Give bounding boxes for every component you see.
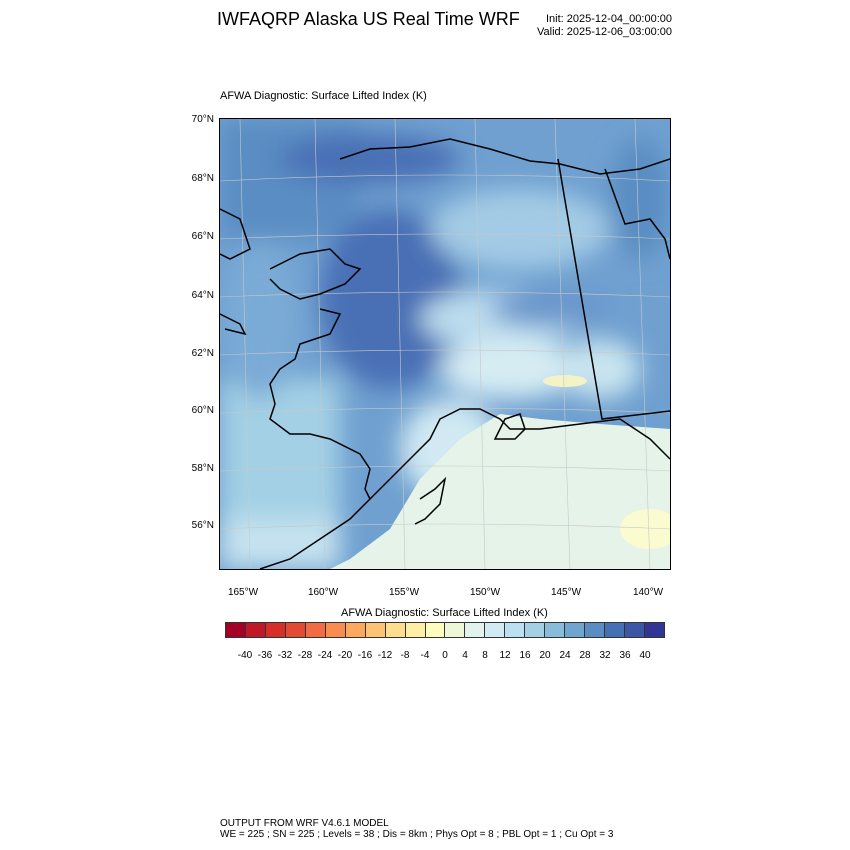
colorbar-swatch — [485, 623, 506, 637]
colorbar-swatch — [545, 623, 566, 637]
colorbar-swatch — [645, 623, 664, 637]
plot-subtitle: AFWA Diagnostic: Surface Lifted Index (K… — [220, 90, 427, 102]
colorbar-swatch — [605, 623, 626, 637]
init-time: Init: 2025-12-04_00:00:00 — [546, 13, 672, 25]
colorbar-swatch — [525, 623, 546, 637]
model-config: WE = 225 ; SN = 225 ; Levels = 38 ; Dis … — [220, 829, 614, 840]
colorbar-swatch — [226, 623, 246, 637]
lat-label: 60°N — [191, 405, 214, 416]
colorbar-swatch — [505, 623, 526, 637]
colorbar-swatch — [385, 623, 406, 637]
colorbar-swatch — [625, 623, 646, 637]
model-version: OUTPUT FROM WRF V4.6.1 MODEL — [220, 818, 389, 829]
colorbar-tick-label: -36 — [257, 650, 273, 661]
colorbar-swatch — [405, 623, 426, 637]
lon-label: 150°W — [469, 587, 501, 598]
colorbar-tick-label: 16 — [519, 650, 531, 661]
colorbar-swatch — [285, 623, 306, 637]
colorbar-swatch — [425, 623, 446, 637]
map-canvas — [219, 118, 680, 570]
lifted-index-map — [219, 118, 680, 570]
colorbar-swatch — [365, 623, 386, 637]
field-shading — [220, 119, 670, 569]
colorbar — [225, 622, 665, 638]
lon-label: 160°W — [307, 587, 339, 598]
colorbar-tick-label: -28 — [297, 650, 313, 661]
lat-label: 70°N — [191, 114, 214, 125]
colorbar-tick-label: -32 — [277, 650, 293, 661]
colorbar-tick-label: 32 — [599, 650, 611, 661]
colorbar-tick-label: -40 — [237, 650, 253, 661]
colorbar-tick-label: 36 — [619, 650, 631, 661]
colorbar-tick-label: -12 — [377, 650, 393, 661]
colorbar-tick-label: 28 — [579, 650, 591, 661]
borders — [557, 158, 671, 420]
colorbar-tick-label: 4 — [462, 650, 468, 661]
colorbar-swatch — [585, 623, 606, 637]
colorbar-swatch — [345, 623, 366, 637]
colorbar-swatch — [305, 623, 326, 637]
run-times: Init: 2025-12-04_00:00:00 Valid: 2025-12… — [537, 13, 672, 39]
colorbar-tick-label: 0 — [442, 650, 448, 661]
colorbar-swatch — [265, 623, 286, 637]
lon-label: 165°W — [227, 587, 259, 598]
colorbar-tick-label: -8 — [400, 650, 410, 661]
colorbar-swatch — [445, 623, 466, 637]
colorbar-tick-label: 40 — [639, 650, 651, 661]
colorbar-tick-label: -4 — [420, 650, 430, 661]
coastlines — [219, 138, 671, 570]
colorbar-swatch — [565, 623, 586, 637]
colorbar-swatch — [465, 623, 486, 637]
colorbar-tick-label: -20 — [337, 650, 353, 661]
colorbar-tick-label: -24 — [317, 650, 333, 661]
colorbar-tick-label: 24 — [559, 650, 571, 661]
valid-time: Valid: 2025-12-06_03:00:00 — [537, 26, 672, 38]
lon-label: 155°W — [388, 587, 420, 598]
colorbar-tick-label: 12 — [499, 650, 511, 661]
lat-label: 62°N — [191, 348, 214, 359]
lat-label: 64°N — [191, 290, 214, 301]
lat-label: 66°N — [191, 231, 214, 242]
figure-title: IWFAQRP Alaska US Real Time WRF — [217, 9, 520, 29]
colorbar-title: AFWA Diagnostic: Surface Lifted Index (K… — [341, 607, 548, 619]
positive-area — [543, 375, 587, 387]
lat-label: 58°N — [191, 463, 214, 474]
colorbar-swatch — [245, 623, 266, 637]
gulf-of-alaska — [330, 414, 670, 569]
colorbar-swatch — [325, 623, 346, 637]
model-info: OUTPUT FROM WRF V4.6.1 MODEL WE = 225 ; … — [220, 818, 613, 840]
colorbar-tick-label: -16 — [357, 650, 373, 661]
colorbar-tick-label: 8 — [482, 650, 488, 661]
lat-label: 68°N — [191, 173, 214, 184]
colorbar-tick-label: 20 — [539, 650, 551, 661]
lat-label: 56°N — [191, 520, 214, 531]
lon-label: 140°W — [632, 587, 664, 598]
positive-area — [620, 509, 680, 549]
lon-label: 145°W — [550, 587, 582, 598]
